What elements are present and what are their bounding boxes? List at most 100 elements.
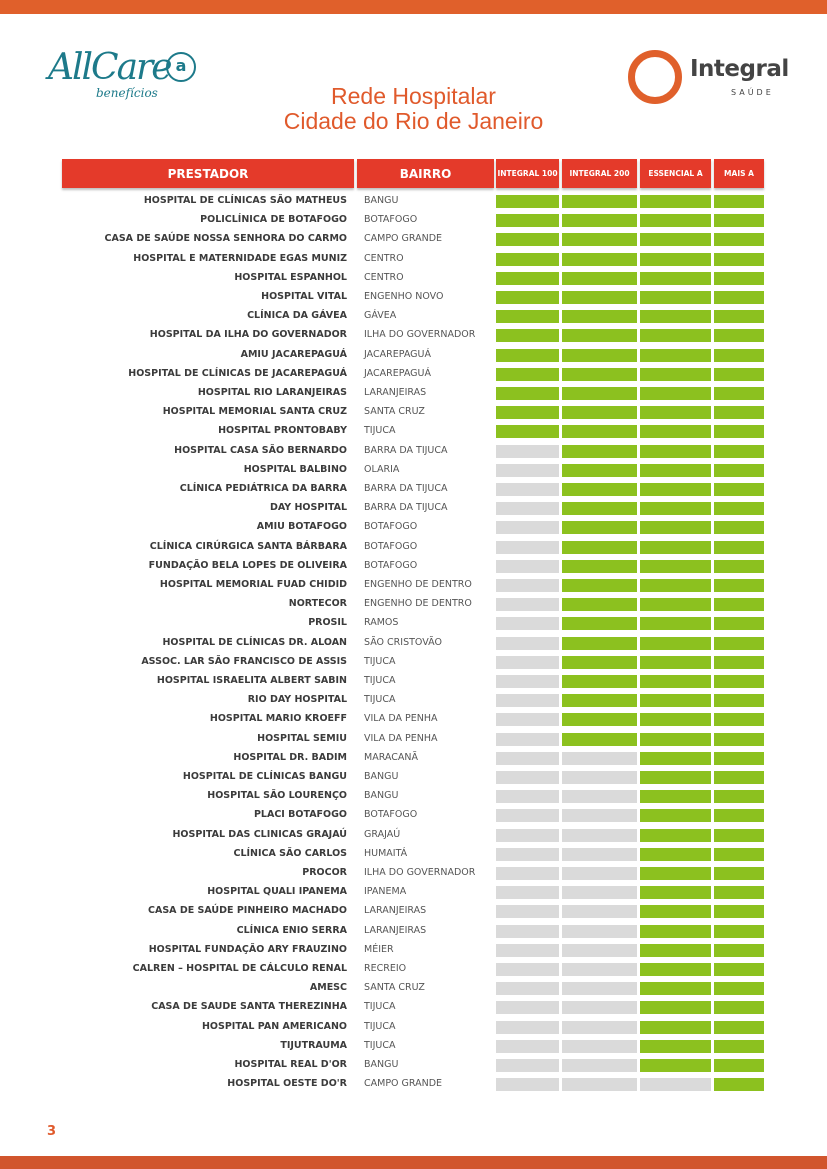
coverage-mais-a-covered: [714, 963, 764, 976]
coverage-integral-100-not-covered: [496, 540, 559, 554]
coverage-integral-200-covered: [562, 463, 637, 477]
provider-neighborhood: TIJUCA: [364, 655, 396, 667]
coverage-essencial-a-covered: [640, 809, 711, 823]
coverage-essencial-a-covered: [640, 867, 711, 880]
coverage-mais-a-covered: [714, 195, 764, 208]
provider-name: HOSPITAL VITAL: [261, 291, 347, 302]
provider-name: CLÍNICA PEDIÁTRICA DA BARRA: [179, 483, 347, 494]
table-row: PROCOR ILHA DO GOVERNADOR: [0, 865, 827, 884]
table-row: HOSPITAL FUNDAÇÃO ARY FRAUZINO MÉIER: [0, 942, 827, 961]
provider-name: AMESC: [309, 982, 347, 994]
provider-neighborhood: SANTA CRUZ: [364, 982, 425, 994]
coverage-essencial-a-covered: [640, 1001, 711, 1015]
coverage-integral-100-not-covered: [496, 963, 559, 976]
coverage-integral-100-not-covered: [496, 982, 559, 996]
provider-name: CASA DE SAÚDE PINHEIRO MACHADO: [148, 905, 347, 917]
coverage-integral-200-covered: [562, 406, 637, 420]
coverage-integral-200-not-covered: [562, 1039, 637, 1053]
coverage-essencial-a-covered: [640, 367, 711, 381]
coverage-essencial-a-covered: [640, 636, 711, 650]
provider-name: HOSPITAL DE CLÍNICAS DR. ALOAN: [162, 636, 347, 648]
coverage-integral-200-not-covered: [562, 1020, 637, 1034]
coverage-essencial-a-covered: [640, 790, 711, 804]
provider-name: CASA DE SAÚDE NOSSA SENHORA DO CARMO: [104, 233, 347, 245]
coverage-essencial-a-covered: [640, 617, 711, 631]
table-row: AMIU JACAREPAGUÁ JACAREPAGUÁ: [0, 347, 827, 366]
provider-name: CLÍNICA CIRÚRGICA SANTA BÁRBARA: [149, 540, 347, 552]
coverage-integral-100-not-covered: [496, 1078, 559, 1092]
coverage-integral-200-covered: [562, 483, 637, 496]
coverage-mais-a-covered: [714, 598, 764, 612]
coverage-mais-a-covered: [714, 444, 764, 458]
coverage-essencial-a-covered: [640, 655, 711, 669]
coverage-integral-200-covered: [562, 579, 637, 592]
provider-name: HOSPITAL SÃO LOURENÇO: [207, 790, 347, 802]
provider-neighborhood: ENGENHO DE DENTRO: [364, 579, 472, 590]
coverage-essencial-a-not-covered: [640, 1078, 711, 1092]
coverage-essencial-a-covered: [640, 271, 711, 285]
table-row: PLACI BOTAFOGO BOTAFOGO: [0, 807, 827, 826]
coverage-integral-100-not-covered: [496, 790, 559, 804]
coverage-integral-200-not-covered: [562, 809, 637, 823]
coverage-integral-200-not-covered: [562, 1001, 637, 1015]
coverage-integral-200-covered: [562, 617, 637, 631]
provider-name: ASSOC. LAR SÃO FRANCISCO DE ASSIS: [141, 655, 347, 667]
coverage-integral-100-covered: [496, 291, 559, 304]
coverage-integral-200-covered: [562, 540, 637, 554]
provider-neighborhood: BOTAFOGO: [364, 214, 418, 226]
table-row: HOSPITAL MEMORIAL FUAD CHIDID ENGENHO DE …: [0, 577, 827, 596]
provider-name: HOSPITAL CASA SÃO BERNARDO: [174, 444, 347, 456]
coverage-integral-200-not-covered: [562, 847, 637, 861]
provider-name: HOSPITAL FUNDAÇÃO ARY FRAUZINO: [148, 943, 347, 955]
coverage-integral-100-not-covered: [496, 598, 559, 612]
table-row: HOSPITAL PAN AMERICANO TIJUCA: [0, 1019, 827, 1038]
coverage-mais-a-covered: [714, 1039, 764, 1053]
provider-name: HOSPITAL PAN AMERICANO: [201, 1020, 347, 1032]
coverage-mais-a-covered: [714, 310, 764, 324]
provider-name: PROCOR: [302, 867, 347, 878]
integral-ring-icon: [628, 50, 682, 104]
coverage-integral-100-not-covered: [496, 809, 559, 823]
coverage-essencial-a-covered: [640, 598, 711, 612]
table-row: CASA DE SAÚDE PINHEIRO MACHADO LARANJEIRA…: [0, 903, 827, 922]
provider-neighborhood: BANGU: [364, 195, 399, 206]
coverage-integral-200-covered: [562, 367, 637, 381]
column-header-integral-200: INTEGRAL 200: [562, 159, 637, 188]
coverage-integral-200-not-covered: [562, 886, 637, 900]
provider-name: DAY HOSPITAL: [269, 502, 347, 514]
integral-logo: Integral SAÚDE: [628, 48, 789, 104]
coverage-mais-a-covered: [714, 905, 764, 919]
coverage-essencial-a-covered: [640, 233, 711, 247]
table-row: CLÍNICA PEDIÁTRICA DA BARRA BARRA DA TIJU…: [0, 481, 827, 500]
coverage-mais-a-covered: [714, 367, 764, 381]
provider-name: POLICLÍNICA DE BOTAFOGO: [200, 214, 347, 226]
coverage-integral-100-not-covered: [496, 463, 559, 477]
provider-name: HOSPITAL MEMORIAL FUAD CHIDID: [159, 579, 347, 590]
integral-logo-subtitle: SAÚDE: [731, 88, 774, 97]
allcare-logo-subtitle: benefícios: [96, 86, 158, 100]
coverage-mais-a-covered: [714, 713, 764, 727]
coverage-essencial-a-covered: [640, 444, 711, 458]
coverage-integral-100-not-covered: [496, 579, 559, 592]
provider-neighborhood: TIJUCA: [364, 425, 396, 437]
provider-neighborhood: RECREIO: [364, 963, 407, 974]
table-row: HOSPITAL VITAL ENGENHO NOVO: [0, 289, 827, 308]
coverage-integral-100-not-covered: [496, 675, 559, 688]
coverage-integral-200-covered: [562, 425, 637, 439]
coverage-integral-200-not-covered: [562, 943, 637, 957]
table-row: HOSPITAL E MATERNIDADE EGAS MUNIZ CENTRO: [0, 251, 827, 270]
coverage-essencial-a-covered: [640, 559, 711, 573]
coverage-mais-a-covered: [714, 924, 764, 938]
provider-name: AMIU JACAREPAGUÁ: [240, 348, 347, 360]
provider-neighborhood: BOTAFOGO: [364, 559, 418, 571]
coverage-integral-100-not-covered: [496, 943, 559, 957]
table-row: HOSPITAL DE CLÍNICAS DR. ALOAN SÃO CRISTO…: [0, 635, 827, 654]
coverage-essencial-a-covered: [640, 943, 711, 957]
table-row: HOSPITAL OESTE DO'R CAMPO GRANDE: [0, 1076, 827, 1095]
coverage-mais-a-covered: [714, 463, 764, 477]
table-row: HOSPITAL DAS CLINICAS GRAJAÚ GRAJAÚ: [0, 827, 827, 846]
provider-name: CALREN – HOSPITAL DE CÁLCULO RENAL: [132, 963, 347, 974]
coverage-integral-200-covered: [562, 694, 637, 708]
provider-neighborhood: BANGU: [364, 1059, 399, 1070]
coverage-integral-200-not-covered: [562, 905, 637, 919]
